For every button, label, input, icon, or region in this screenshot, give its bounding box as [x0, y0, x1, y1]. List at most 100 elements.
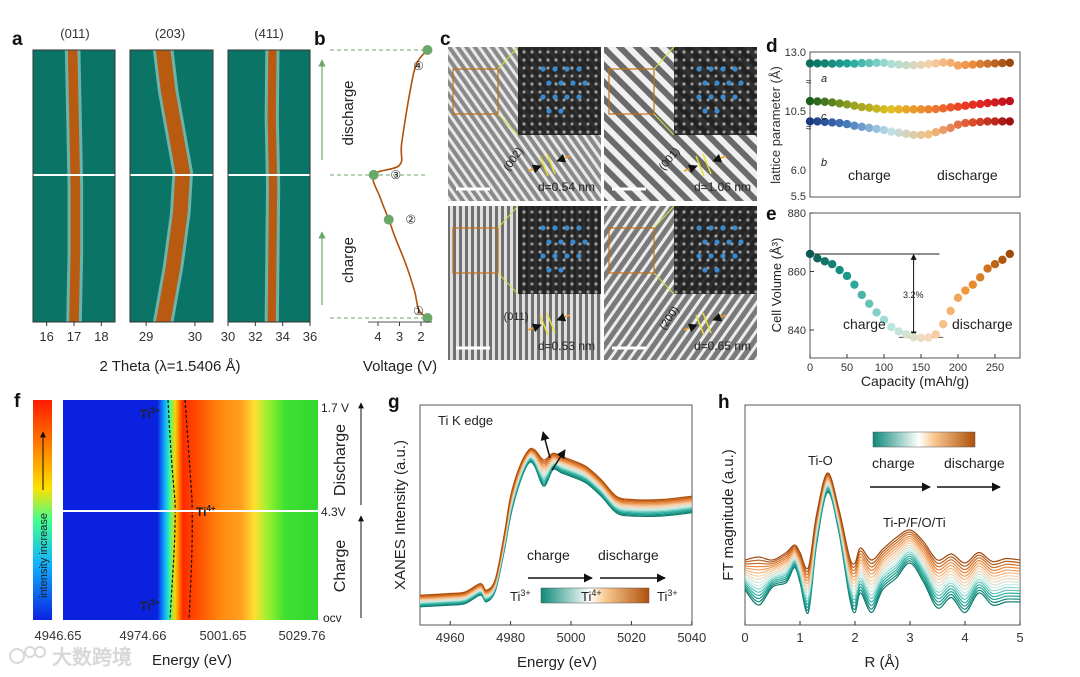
atom-dot: [564, 94, 570, 100]
y-tick-label: 10.5: [785, 106, 806, 118]
state-marker-label: ①: [413, 304, 424, 318]
data-point-c: [857, 102, 866, 112]
data-point-b: [894, 128, 903, 137]
y-axis-label-e: Cell Volume (Å³): [769, 238, 784, 333]
atom-dot: [558, 80, 564, 86]
data-point-b: [990, 117, 1000, 126]
data-point-volume: [872, 308, 881, 317]
atom-dot: [558, 108, 564, 114]
inset-image: [674, 206, 757, 294]
legend-discharge: discharge: [944, 455, 1005, 471]
data-point-volume: [946, 306, 955, 316]
data-point-b: [835, 118, 844, 128]
atom-dot: [738, 239, 744, 245]
ft-curve: [744, 490, 1021, 611]
x-tick-label: 1: [796, 630, 803, 645]
panel-label-g: g: [388, 392, 400, 413]
xanes-curve: [419, 447, 692, 596]
panel-label-c: c: [440, 29, 451, 50]
atom-dot: [708, 253, 714, 259]
diffraction-heatmaps: 16 17 18 29 30 30 32 34 36: [32, 49, 317, 344]
ft-curve: [744, 485, 1021, 600]
data-point-b: [805, 117, 815, 126]
panel-d: d lattice parameter (Å) 13.0 10.5 6.0 5.…: [766, 36, 1021, 203]
y-axis-label-d: lattice parameter (Å): [768, 66, 783, 184]
atom-dot: [702, 80, 708, 86]
data-point-c: [879, 105, 889, 114]
data-point-b: [813, 117, 822, 126]
arrow-icon: [712, 153, 727, 163]
d-spacing-label: d=0.65 nm: [694, 339, 751, 353]
xanes-curve: [419, 449, 692, 598]
atom-dot: [702, 239, 708, 245]
data-point-volume: [820, 257, 829, 266]
data-point-a: [887, 59, 896, 69]
ft-curve: [744, 487, 1021, 606]
data-point-volume: [998, 255, 1007, 264]
subplot-title-011: (011): [60, 26, 89, 41]
ft-curve: [744, 480, 1021, 588]
data-point-c: [990, 98, 1000, 107]
atom-dot: [720, 225, 726, 231]
atom-dot: [708, 94, 714, 100]
data-point-c: [894, 105, 903, 114]
image-marker: ③: [580, 211, 591, 225]
atom-dot: [720, 94, 726, 100]
atom-dot: [696, 253, 702, 259]
data-point-a: [990, 59, 1000, 68]
x-axis-label-a: 2 Theta (λ=1.5406 Å): [99, 358, 240, 375]
color-scale: [540, 587, 650, 604]
arrow-icon: [527, 164, 542, 174]
state-marker-label: ④: [413, 59, 424, 73]
ft-curve: [744, 476, 1021, 579]
zoom-region-box: [452, 227, 499, 274]
data-point-b: [976, 117, 985, 127]
data-point-a: [872, 58, 881, 67]
zoom-guide-line: [653, 46, 675, 70]
data-point-volume: [1005, 249, 1014, 259]
x-tick-label: 30: [188, 329, 202, 344]
data-point-a: [968, 60, 977, 69]
state-marker-label: ②: [405, 213, 416, 227]
y-tick-label: 840: [788, 325, 806, 337]
data-point-b: [865, 123, 874, 133]
data-point-a: [961, 60, 970, 70]
panel-label-h: h: [718, 392, 730, 413]
x-tick-label: 100: [875, 362, 893, 374]
zoom-guide-line: [497, 113, 519, 136]
ft-curve: [744, 477, 1021, 582]
data-point-b: [961, 118, 970, 128]
data-point-volume: [842, 271, 852, 281]
d-spacing-label: d=0.54 nm: [538, 180, 595, 194]
plot-frame-g: [419, 404, 693, 626]
zoom-guide-line: [497, 46, 519, 70]
data-point-b: [857, 122, 866, 131]
data-point-a: [850, 59, 859, 68]
atom-dot: [720, 253, 726, 259]
series-label-c: c: [821, 111, 827, 123]
colorbar: [33, 400, 52, 620]
data-point-a: [909, 60, 918, 70]
data-point-b: [887, 127, 896, 136]
ft-curve: [744, 474, 1021, 576]
data-point-a: [946, 58, 955, 67]
panel-label-b: b: [314, 29, 326, 50]
image-marker: ①: [580, 52, 591, 66]
atom-dot: [732, 66, 738, 72]
annotation-ti4: Ti4+: [196, 504, 216, 519]
subplot-title-411: (411): [254, 26, 283, 41]
x-tick-label: 36: [303, 329, 317, 344]
annotation-ti3-top: Ti3+: [140, 406, 160, 421]
data-point-c: [939, 104, 948, 113]
atom-dot: [726, 239, 732, 245]
data-point-volume: [887, 322, 896, 332]
data-point-a: [894, 60, 903, 69]
atom-dot: [576, 94, 582, 100]
inset-image: [518, 206, 601, 294]
x-tick-label: 32: [248, 329, 262, 344]
data-point-volume: [828, 259, 837, 269]
panel-label-d: d: [766, 36, 778, 57]
arrow-icon: [527, 323, 542, 333]
zoom-guide-line: [497, 272, 519, 295]
ft-curve: [744, 482, 1021, 594]
